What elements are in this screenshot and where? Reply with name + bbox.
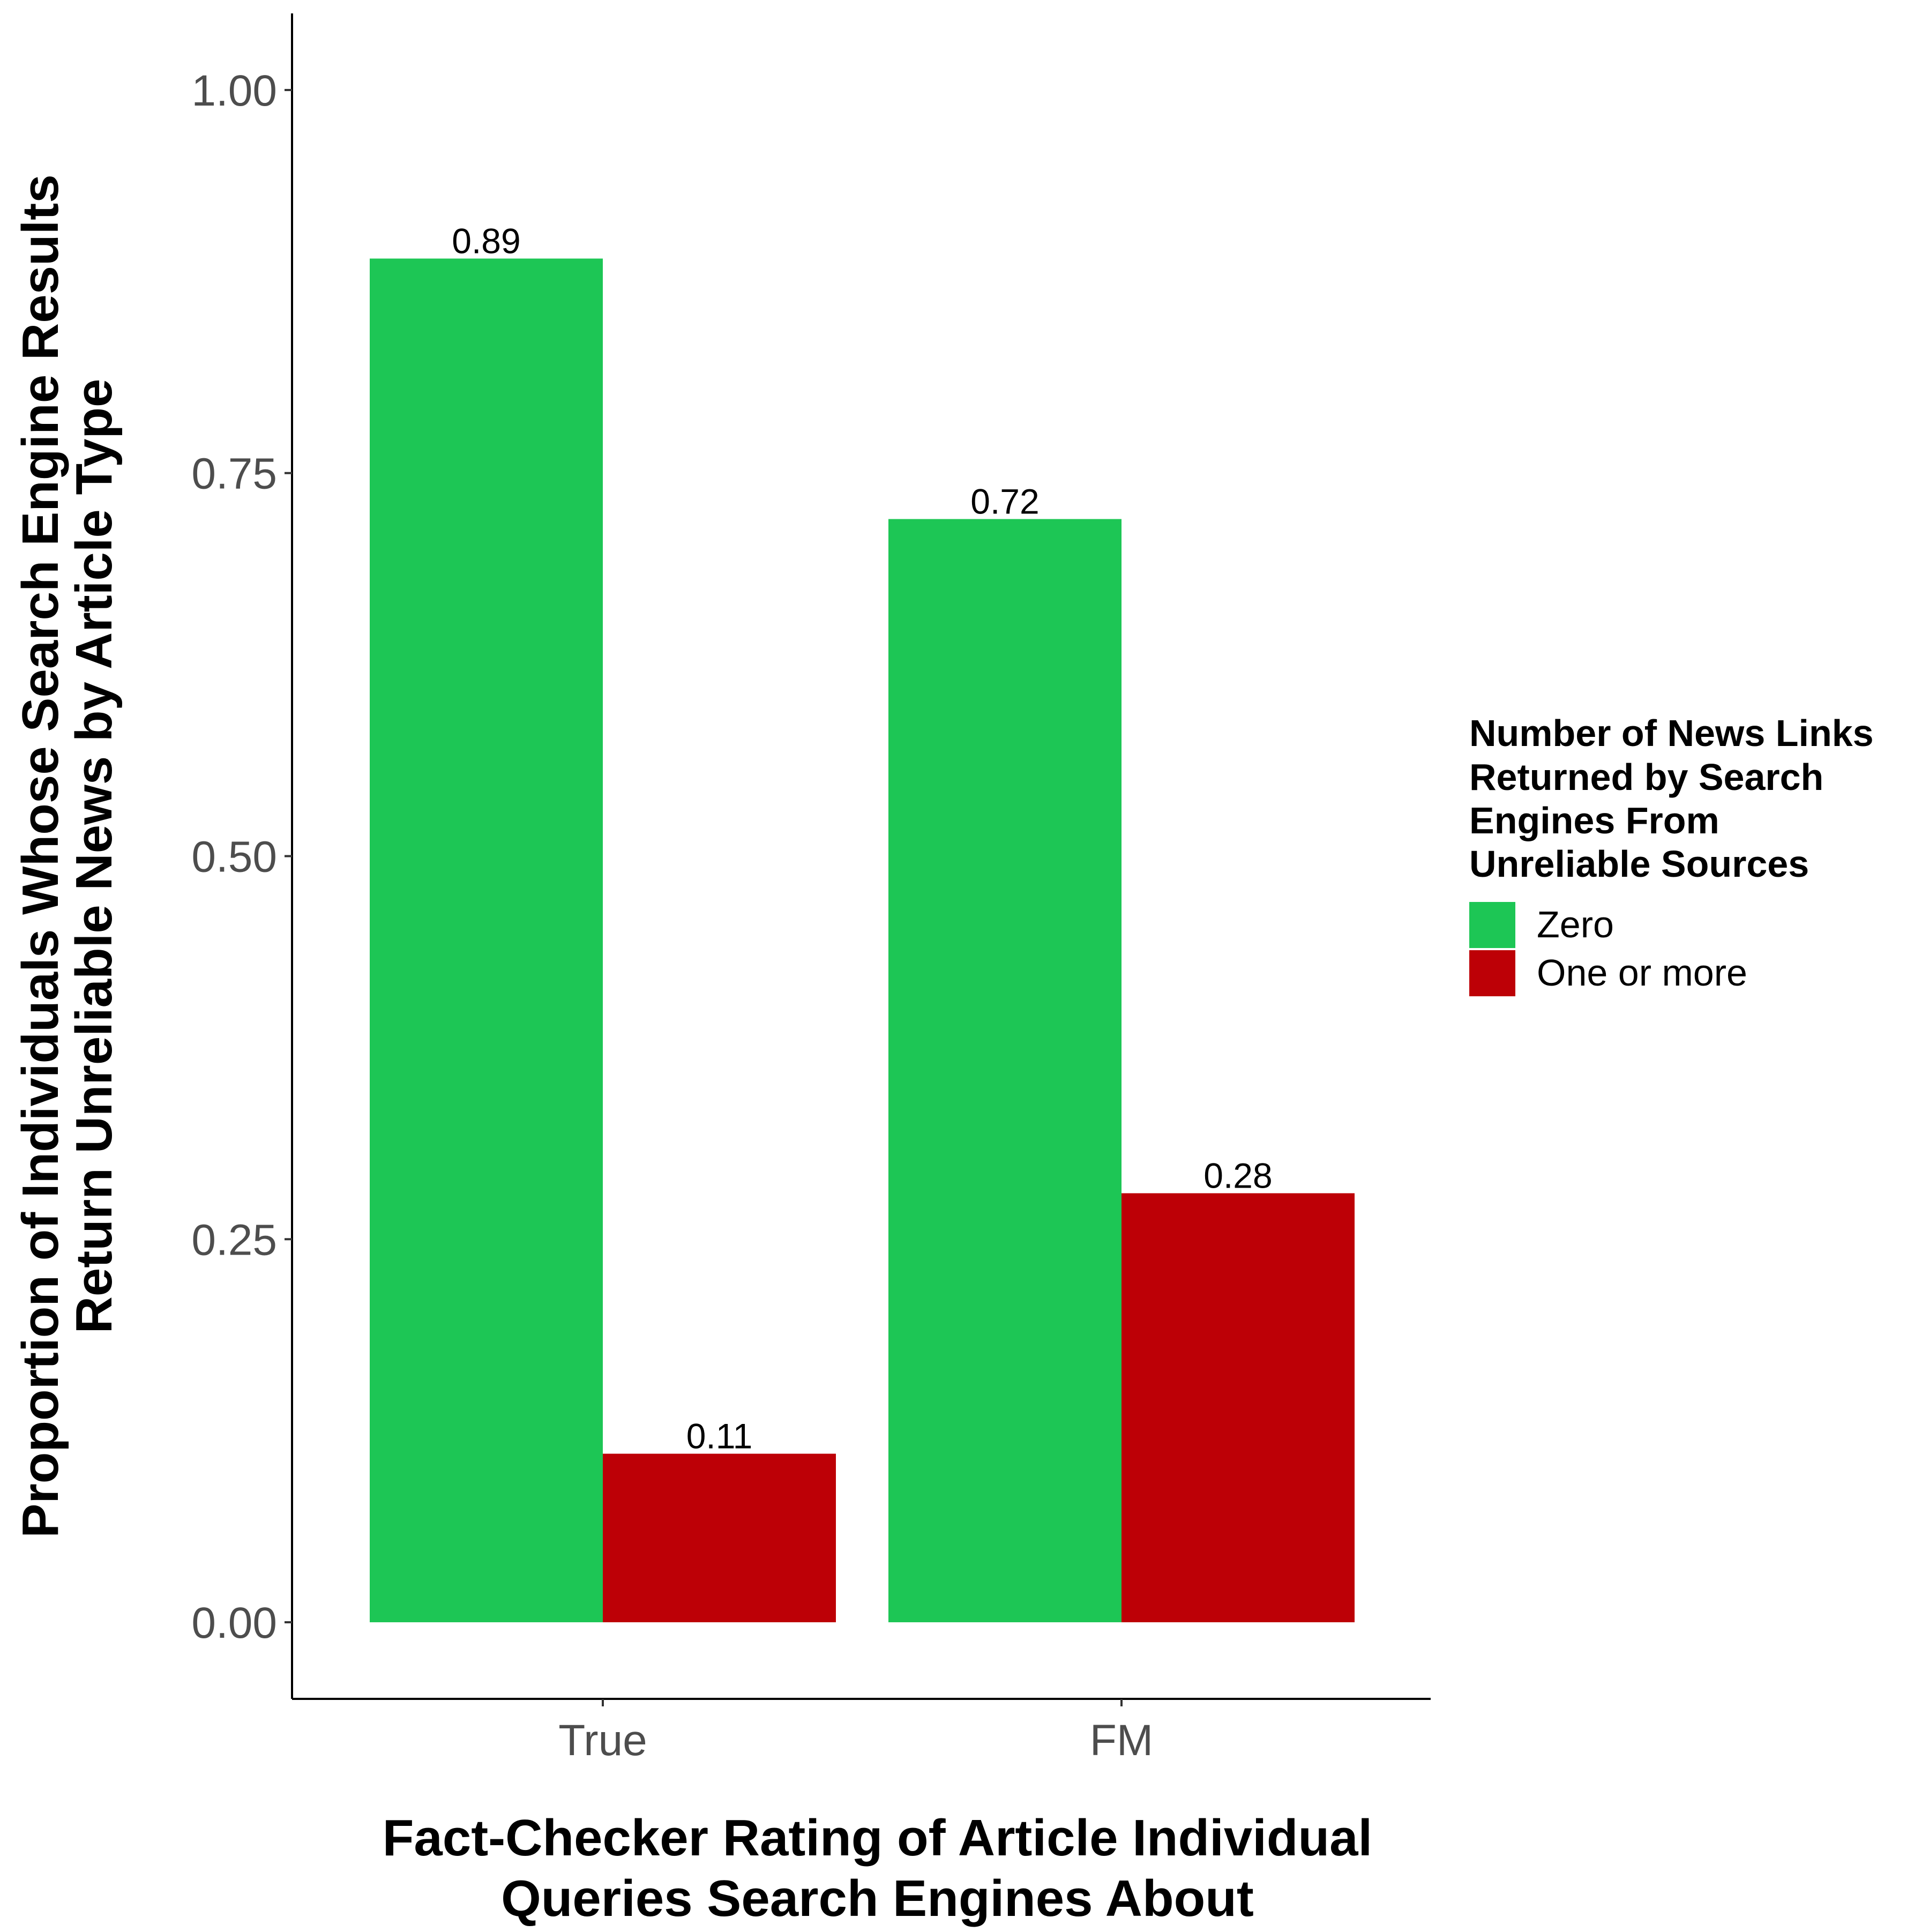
axis-titles: Proportion of Individuals Whose Search E… [12, 174, 1372, 1927]
bar-value-label: 0.28 [1203, 1156, 1272, 1196]
y-tick-label: 0.50 [191, 833, 277, 882]
bar-one-or-more-fm [1121, 1193, 1355, 1623]
legend-title: Returned by Search [1469, 756, 1823, 798]
x-tick-label: FM [1090, 1716, 1153, 1765]
legend-title: Unreliable Sources [1469, 843, 1809, 885]
legend-key-zero [1469, 902, 1515, 948]
data-labels: 0.89 0.11 0.72 0.28 [452, 221, 1272, 1456]
legend-key-one-or-more [1469, 950, 1515, 996]
y-tick-label: 0.75 [191, 450, 277, 498]
legend-title: Engines From [1469, 800, 1719, 841]
bar-value-label: 0.89 [452, 221, 520, 260]
x-tick-label: True [558, 1716, 647, 1765]
bar-zero-fm [888, 519, 1121, 1623]
tick-labels: 0.00 0.25 0.50 0.75 1.00 True FM [191, 66, 1153, 1765]
bar-zero-true [370, 258, 603, 1623]
axes [285, 13, 1431, 1706]
legend-label: One or more [1537, 952, 1747, 994]
bars [370, 258, 1355, 1623]
bar-one-or-more-true [603, 1453, 836, 1623]
legend-label: Zero [1537, 904, 1614, 945]
legend-title: Number of News Links [1469, 712, 1874, 754]
bar-value-label: 0.72 [970, 482, 1039, 521]
x-axis-title: Fact-Checker Rating of Article Individua… [383, 1809, 1372, 1867]
y-tick-label: 0.25 [191, 1215, 277, 1264]
bar-value-label: 0.11 [686, 1416, 753, 1456]
y-tick-label: 0.00 [191, 1599, 277, 1647]
y-axis-title: Return Unreliable News by Article Type [65, 379, 123, 1334]
y-axis-title: Proportion of Individuals Whose Search E… [12, 174, 69, 1538]
x-axis-title: Queries Search Engines About [501, 1870, 1254, 1927]
y-tick-label: 1.00 [191, 66, 277, 115]
